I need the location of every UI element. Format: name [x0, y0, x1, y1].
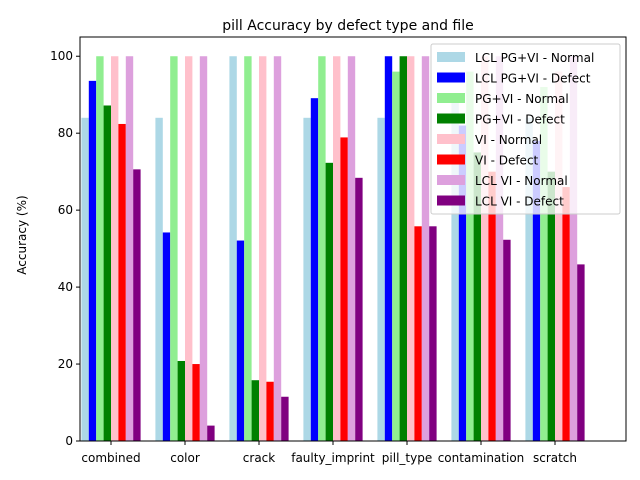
bar — [377, 117, 385, 442]
bar — [555, 71, 563, 441]
legend-swatch — [437, 134, 465, 144]
bar — [185, 56, 193, 442]
bar — [481, 56, 489, 442]
bar — [414, 226, 422, 441]
bar — [333, 56, 341, 442]
bar — [421, 56, 430, 442]
y-tick-label: 20 — [58, 357, 73, 371]
x-tick-label: faulty_imprint — [291, 451, 375, 465]
bar — [259, 56, 267, 442]
bar — [103, 105, 111, 442]
bar — [577, 264, 585, 441]
bar — [547, 171, 555, 442]
x-tick-label: color — [170, 451, 200, 465]
bar — [88, 80, 97, 442]
bar — [192, 364, 200, 441]
bar — [133, 169, 141, 442]
bar — [540, 87, 548, 442]
bar — [532, 140, 541, 441]
x-tick-label: contamination — [438, 451, 525, 465]
legend-label: LCL VI - Defect — [475, 195, 564, 209]
y-tick-label: 40 — [58, 280, 73, 294]
bar — [155, 117, 163, 442]
bar — [199, 56, 208, 442]
bar — [473, 152, 481, 441]
y-axis-label: Accuracy (%) — [15, 195, 29, 274]
bar — [111, 56, 119, 442]
legend-label: PG+VI - Normal — [475, 92, 569, 106]
bar — [318, 56, 326, 442]
bar — [325, 162, 333, 441]
legend-swatch — [437, 113, 465, 124]
y-tick-label: 100 — [50, 49, 73, 63]
bar — [562, 187, 570, 441]
bar — [170, 56, 178, 442]
x-tick-label: crack — [243, 451, 275, 465]
bar — [355, 177, 363, 441]
bar — [429, 226, 437, 441]
bar — [162, 232, 171, 441]
x-tick-label: scratch — [533, 451, 577, 465]
legend-swatch — [437, 195, 465, 206]
legend-swatch — [437, 52, 465, 62]
bars-group — [81, 56, 585, 442]
bar — [569, 56, 578, 442]
legend-label: PG+VI - Defect — [475, 113, 565, 127]
y-tick-label: 80 — [58, 126, 73, 140]
legend-swatch — [437, 72, 465, 83]
bar — [488, 171, 496, 442]
bar — [495, 56, 504, 442]
legend: LCL PG+VI - Normal LCL PG+VI - Defect PG+V… — [430, 43, 621, 215]
y-tick-label: 0 — [65, 434, 73, 448]
axes-group: 0 20 40 60 80 100 combined color crack faulty_imp… — [50, 36, 627, 465]
bar — [81, 117, 89, 442]
plot-frame — [79, 36, 627, 442]
bar — [281, 396, 289, 441]
bar — [466, 71, 474, 441]
bar — [303, 117, 311, 442]
bar — [236, 240, 245, 441]
bar — [503, 239, 511, 441]
bar — [244, 56, 252, 442]
bar — [266, 381, 274, 441]
bar — [340, 137, 348, 442]
bar — [310, 98, 319, 442]
legend-box — [430, 43, 621, 215]
bar — [177, 360, 185, 441]
bar — [525, 117, 533, 442]
y-tick-label: 60 — [58, 203, 73, 217]
bar — [96, 56, 104, 442]
bar — [251, 380, 259, 441]
bar — [451, 102, 459, 441]
bar — [384, 56, 393, 442]
legend-label: VI - Normal — [475, 133, 542, 147]
bar — [399, 56, 407, 442]
bar — [118, 123, 126, 442]
bar — [229, 56, 237, 442]
bar — [392, 71, 400, 441]
bar — [407, 56, 415, 442]
legend-label: LCL PG+VI - Normal — [475, 51, 594, 65]
legend-label: LCL VI - Normal — [475, 174, 568, 188]
legend-swatch — [437, 154, 465, 165]
bar — [458, 125, 467, 441]
bar — [125, 56, 134, 442]
x-tick-label: combined — [81, 451, 140, 465]
legend-label: LCL PG+VI - Defect — [475, 72, 591, 86]
x-tick-label: pill_type — [382, 451, 432, 465]
legend-swatch — [437, 175, 465, 185]
chart-title: pill Accuracy by defect type and file — [222, 18, 474, 34]
bar — [273, 56, 282, 442]
bar — [207, 425, 215, 441]
bar — [347, 56, 356, 442]
legend-swatch — [437, 93, 465, 103]
legend-label: VI - Defect — [475, 154, 539, 168]
